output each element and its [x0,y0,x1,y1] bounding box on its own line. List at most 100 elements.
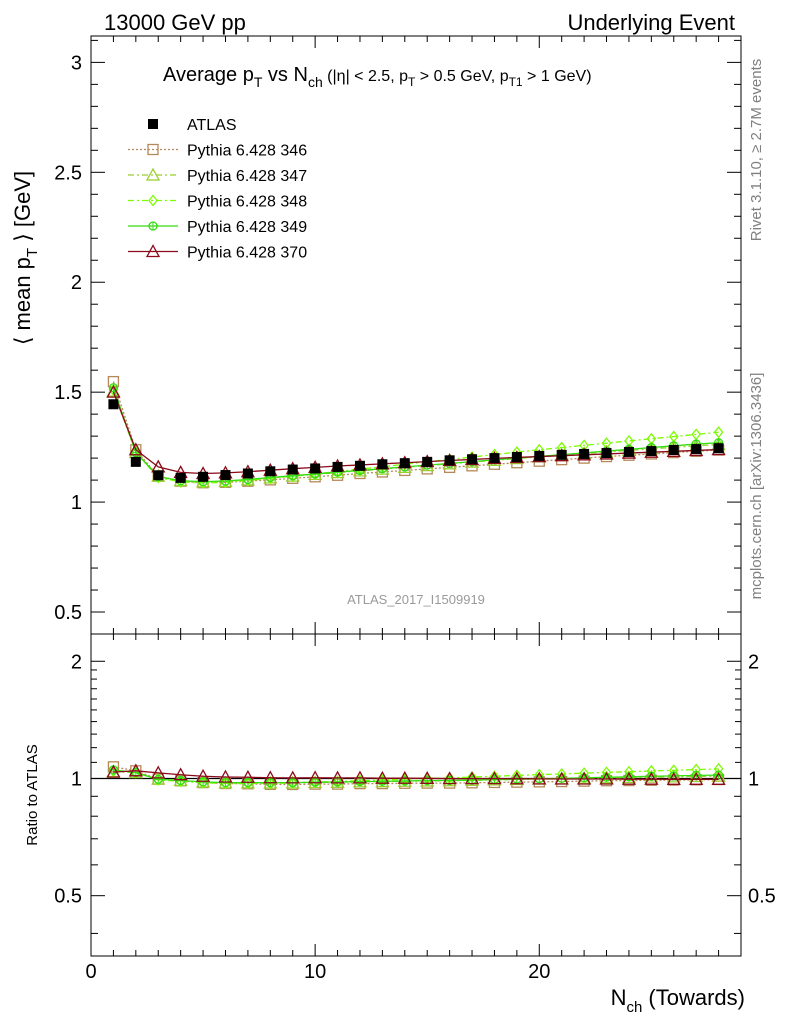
ratio-point-p370 [666,771,681,785]
ratio-y-axis-label: Ratio to ATLAS [24,744,41,845]
legend-marker-p370 [145,244,161,258]
series-line-p370 [112,391,719,475]
legend-label-atlas: ATLAS [187,117,237,134]
y-tick-label: 1.5 [54,382,82,404]
ratio-point-p349 [332,777,343,787]
ratio-point-p349 [153,774,163,785]
point-atlas [623,446,634,457]
y-tick-label: 2.5 [54,162,82,184]
point-atlas [354,460,365,471]
ratio-point-p349 [377,776,388,787]
ratio-point-p370 [240,769,255,783]
analysis-watermark: ATLAS_2017_I1509919 [347,592,485,607]
ratio-point-p348 [287,776,298,789]
point-atlas [108,399,119,410]
ratio-point-p370 [420,770,435,784]
series-layer [106,375,726,490]
ratio-y-tick-label: 1 [71,768,82,790]
ratio-y-tick-label: 0.5 [54,886,82,908]
series-line-p346 [112,381,719,484]
point-atlas [377,459,388,470]
header-left: 13000 GeV pp [104,10,246,35]
point-atlas [130,456,141,467]
legend-label-p348: Pythia 6.428 348 [187,194,307,211]
x-axis-label: Nch (Towards) [611,985,745,1016]
point-atlas [579,448,590,459]
series-line-p349 [112,387,719,483]
ratio-point-p370 [352,770,368,784]
point-atlas [153,470,164,481]
point-atlas [691,444,702,455]
x-tick-label: 0 [85,961,96,983]
ratio-point-p348 [310,775,320,789]
ratio-point-p370 [218,769,233,783]
mcplots-label: mcplots.cern.ch [arXiv:1306.3436] [748,373,765,600]
ratio-point-p370 [644,771,659,785]
point-atlas [220,470,231,481]
ratio-point-p370 [577,771,592,785]
legend-label-p349: Pythia 6.428 349 [187,219,307,236]
point-atlas [198,471,209,482]
x-tick-label: 20 [528,961,550,983]
series-atlas [108,399,724,483]
legend-marker-p348 [148,194,158,207]
ratio-y-tick-label-right: 0.5 [748,886,776,908]
ratio-point-p370 [621,771,637,785]
ratio-point-p370 [128,763,143,777]
point-atlas [534,450,545,461]
y-tick-label: 2 [71,272,82,294]
ratio-point-p370 [263,770,278,784]
point-atlas [713,443,724,454]
point-atlas [422,456,433,467]
rivet-version-label: Rivet 3.1.10, ≥ 2.7M events [748,59,765,242]
ratio-point-p370 [195,768,211,782]
point-atlas [175,472,186,483]
ratio-point-p349 [355,776,365,787]
legend-marker-p346 [147,143,159,156]
point-atlas [399,458,410,469]
legend-label-p347: Pythia 6.428 347 [187,168,307,185]
ratio-point-p348 [108,764,119,778]
ratio-point-p349 [713,770,724,780]
ratio-point-p370 [532,771,547,785]
point-atlas [287,464,298,475]
series-p347 [106,383,726,488]
ratio-point-p370 [599,771,614,785]
ratio-point-p370 [397,770,412,784]
ratio-point-p370 [330,770,345,784]
chart-title: Average pT vs Nch (|η| < 2.5, pT > 0.5 G… [163,64,592,90]
legend-label-p346: Pythia 6.428 346 [187,143,307,160]
ratio-line-p346 [113,766,719,786]
ratio-point-p349 [176,775,186,786]
ratio-layer [91,761,741,791]
point-atlas [646,446,657,457]
point-atlas [556,449,567,460]
series-line-p348 [112,389,719,484]
legend-item-atlas: ATLAS [148,117,237,134]
y-tick-label: 1 [71,492,82,514]
ratio-point-p370 [285,770,300,784]
ratio-point-p370 [464,771,480,785]
ratio-point-p348 [265,777,276,790]
point-p370 [106,384,121,398]
ratio-line-p349 [113,769,719,784]
y-tick-label: 3 [71,52,82,74]
point-atlas [668,444,679,455]
point-atlas [332,461,343,472]
ratio-point-p370 [106,764,121,778]
ratio-line-p370 [113,770,719,780]
point-p348 [108,383,119,397]
legend-label-p370: Pythia 6.428 370 [187,245,307,262]
legend-item-p348: Pythia 6.428 348 [128,194,307,211]
ratio-point-p370 [554,771,569,785]
legend-item-p370: Pythia 6.428 370 [128,244,307,262]
y-axis-label: ⟨ mean pT ⟩ [GeV] [10,171,41,345]
point-atlas [467,454,478,465]
point-atlas [511,452,522,463]
point-atlas [265,466,276,477]
header-right: Underlying Event [567,10,735,35]
point-p370 [128,442,143,456]
point-p348 [691,428,702,441]
y-tick-label: 0.5 [54,602,82,624]
